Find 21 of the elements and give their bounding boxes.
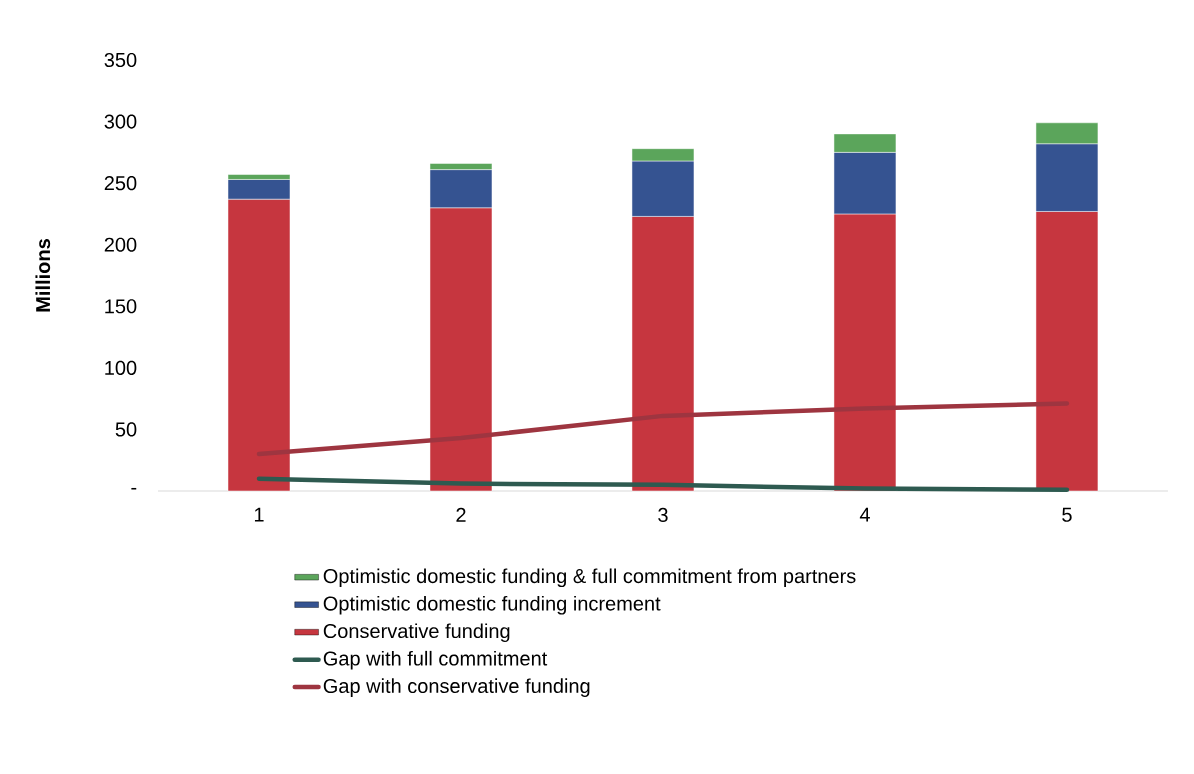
legend-label: Gap with conservative funding — [323, 678, 590, 698]
legend-label: Optimistic domestic funding increment — [323, 595, 661, 615]
y-tick-label: 50 — [115, 422, 137, 437]
y-tick-label: 250 — [104, 176, 137, 191]
y-axis-title: Millions — [35, 239, 51, 312]
x-tick-label: 5 — [1062, 507, 1072, 522]
y-tick-label: 100 — [105, 360, 137, 375]
y-tick-label: 350 — [104, 52, 137, 68]
x-tick-label: 2 — [456, 507, 466, 522]
line-series — [256, 476, 1070, 493]
x-tick-label: 4 — [859, 507, 870, 522]
y-tick-label: 300 — [104, 114, 137, 129]
line-series — [256, 401, 1070, 457]
legend-label: Conservative funding — [323, 623, 510, 643]
x-tick-label: 1 — [254, 507, 264, 522]
legend-label: Optimistic domestic funding & full commitment from partners — [323, 568, 856, 588]
legend-label: Gap with full commitment — [323, 650, 548, 670]
y-tick-label: 200 — [104, 237, 137, 252]
x-tick-label: 3 — [658, 507, 668, 523]
y-tick-label: 150 — [105, 299, 137, 314]
y-tick-label: - — [131, 487, 137, 490]
